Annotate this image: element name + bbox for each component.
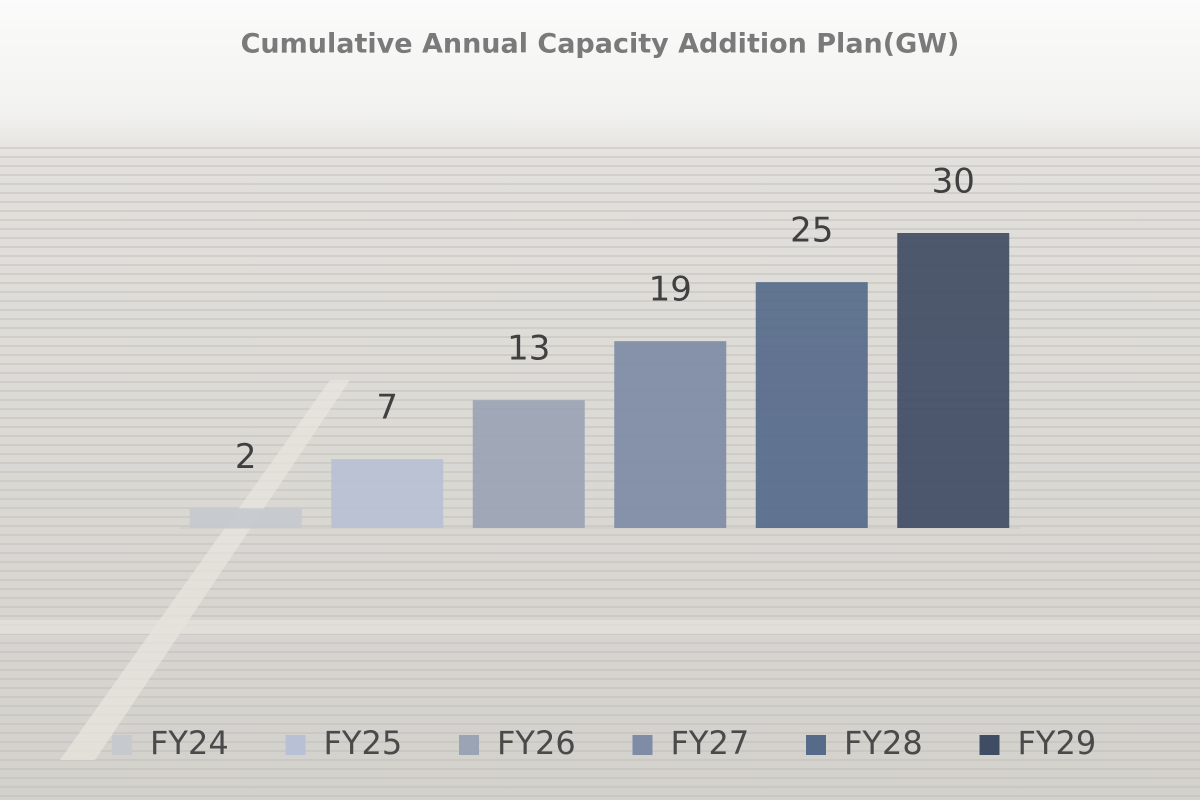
data-label: 13	[507, 329, 550, 369]
data-label: 2	[235, 437, 257, 477]
legend-label: FY28	[844, 724, 923, 762]
bar	[189, 508, 302, 528]
legend-swatch	[632, 735, 653, 755]
legend-label: FY26	[497, 724, 576, 762]
bar	[472, 400, 585, 528]
bar	[755, 282, 868, 528]
background-road	[60, 380, 350, 760]
background-texture	[0, 140, 1200, 800]
data-label: 25	[790, 211, 833, 251]
background-road	[0, 620, 1200, 634]
bar	[614, 341, 727, 528]
bar	[897, 233, 1010, 528]
data-label: 30	[932, 162, 975, 202]
legend-label: FY24	[150, 724, 229, 762]
legend-label: FY25	[324, 724, 403, 762]
legend-swatch	[459, 735, 479, 755]
bar	[331, 459, 444, 528]
legend-swatch	[112, 735, 132, 755]
legend-swatch	[806, 735, 826, 755]
legend-swatch	[285, 735, 306, 755]
chart-title: Cumulative Annual Capacity Addition Plan…	[241, 29, 960, 60]
legend-swatch	[979, 735, 1000, 755]
legend-label: FY27	[671, 724, 750, 762]
legend-label: FY29	[1018, 724, 1097, 762]
data-label: 19	[649, 270, 692, 310]
data-label: 7	[376, 388, 398, 428]
